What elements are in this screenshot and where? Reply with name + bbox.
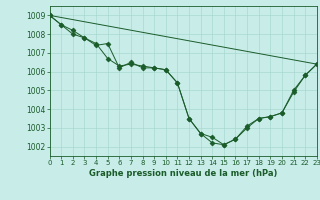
X-axis label: Graphe pression niveau de la mer (hPa): Graphe pression niveau de la mer (hPa): [89, 169, 277, 178]
